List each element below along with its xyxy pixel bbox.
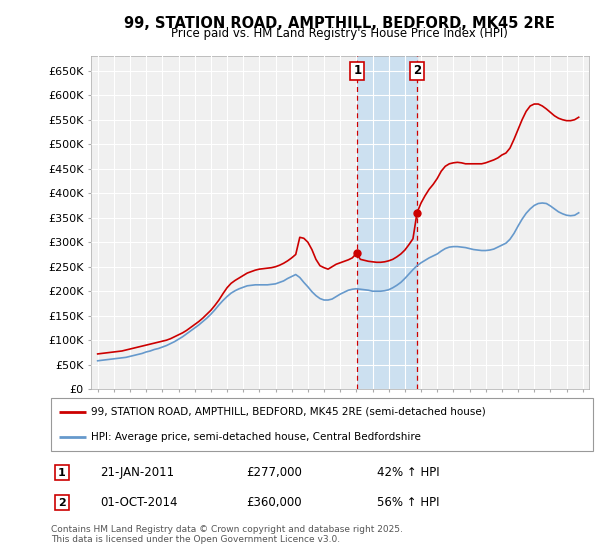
Text: 2: 2 xyxy=(413,64,421,77)
Text: £277,000: £277,000 xyxy=(247,466,302,479)
Text: HPI: Average price, semi-detached house, Central Bedfordshire: HPI: Average price, semi-detached house,… xyxy=(91,432,421,442)
Text: Contains HM Land Registry data © Crown copyright and database right 2025.
This d: Contains HM Land Registry data © Crown c… xyxy=(51,525,403,544)
Bar xyxy=(357,56,417,389)
Text: 21-JAN-2011: 21-JAN-2011 xyxy=(100,466,174,479)
Text: £360,000: £360,000 xyxy=(247,496,302,509)
Text: 1: 1 xyxy=(353,64,361,77)
Text: Price paid vs. HM Land Registry's House Price Index (HPI): Price paid vs. HM Land Registry's House … xyxy=(170,27,508,40)
Text: 99, STATION ROAD, AMPTHILL, BEDFORD, MK45 2RE (semi-detached house): 99, STATION ROAD, AMPTHILL, BEDFORD, MK4… xyxy=(91,407,485,417)
Text: 99, STATION ROAD, AMPTHILL, BEDFORD, MK45 2RE: 99, STATION ROAD, AMPTHILL, BEDFORD, MK4… xyxy=(124,16,554,31)
Text: 56% ↑ HPI: 56% ↑ HPI xyxy=(377,496,439,509)
FancyBboxPatch shape xyxy=(51,398,593,451)
Text: 01-OCT-2014: 01-OCT-2014 xyxy=(100,496,178,509)
Text: 2: 2 xyxy=(58,498,66,507)
Text: 42% ↑ HPI: 42% ↑ HPI xyxy=(377,466,439,479)
Text: 1: 1 xyxy=(58,468,66,478)
